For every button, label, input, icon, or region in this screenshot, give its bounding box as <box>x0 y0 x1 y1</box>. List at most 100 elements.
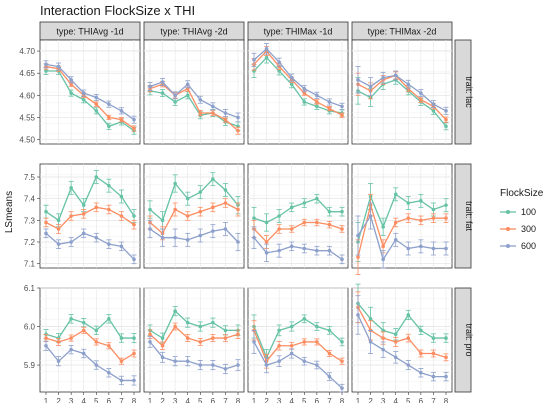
data-point-300 <box>419 351 423 356</box>
data-point-100 <box>431 336 436 340</box>
data-point-600 <box>211 229 215 233</box>
data-point-300 <box>211 111 215 115</box>
legend: FlockSize 100 300 600 <box>500 188 544 251</box>
data-point-600 <box>44 62 48 67</box>
data-point-100 <box>431 109 436 113</box>
data-point-100 <box>277 214 281 218</box>
data-point-300 <box>444 117 448 122</box>
data-point-300 <box>406 86 411 91</box>
data-point-300 <box>132 222 136 227</box>
data-point-600 <box>119 378 124 383</box>
data-point-600 <box>368 340 373 344</box>
facet-panel <box>351 283 453 393</box>
facet-panel <box>39 287 141 393</box>
data-point-100 <box>198 324 203 329</box>
data-point-600 <box>289 351 294 356</box>
data-point-100 <box>302 201 307 205</box>
y-tick-label: 7.1 <box>24 260 36 269</box>
x-tick-label: 7 <box>431 397 436 403</box>
data-point-600 <box>419 244 423 249</box>
data-point-300 <box>107 115 111 120</box>
data-point-600 <box>356 233 360 238</box>
row-strip-label: trait: pro <box>464 323 474 356</box>
data-point-600 <box>107 102 111 106</box>
x-tick-label: 3 <box>381 397 386 403</box>
data-point-600 <box>185 359 190 363</box>
data-point-300 <box>119 214 124 218</box>
data-point-600 <box>381 75 385 80</box>
x-tick-label: 8 <box>340 397 345 403</box>
data-point-600 <box>148 340 152 344</box>
data-point-600 <box>393 73 398 78</box>
data-point-600 <box>44 231 48 236</box>
data-point-100 <box>223 328 228 333</box>
data-point-600 <box>431 246 436 251</box>
data-point-100 <box>419 199 423 203</box>
data-point-600 <box>315 248 319 253</box>
data-point-300 <box>264 240 269 244</box>
data-point-100 <box>406 313 411 317</box>
data-point-300 <box>198 340 203 344</box>
x-tick-label: 5 <box>302 397 307 403</box>
data-point-100 <box>185 93 190 98</box>
data-point-600 <box>264 363 269 367</box>
legend-key-point <box>506 227 510 231</box>
legend-label: 100 <box>521 207 536 217</box>
data-point-300 <box>107 343 111 348</box>
series-line-600 <box>45 63 135 121</box>
data-point-600 <box>148 227 152 231</box>
y-tick-label: 7.4 <box>24 195 36 204</box>
row-strip <box>454 287 472 393</box>
data-point-300 <box>223 201 228 205</box>
data-point-600 <box>173 235 177 240</box>
data-point-600 <box>419 370 423 375</box>
data-point-300 <box>327 222 332 227</box>
data-point-300 <box>198 111 203 115</box>
data-point-600 <box>340 104 344 109</box>
facet-panel <box>143 287 245 393</box>
y-tick-label: 7.2 <box>24 238 36 247</box>
series-line-600 <box>149 81 239 119</box>
column-strip-label: type: THIMax -1d <box>264 27 333 37</box>
data-point-600 <box>81 91 86 95</box>
data-point-100 <box>264 55 269 60</box>
data-point-100 <box>119 194 124 199</box>
x-tick-label: 1 <box>252 397 257 403</box>
x-tick-label: 7 <box>327 397 332 403</box>
data-point-600 <box>315 363 319 367</box>
series-line-300 <box>253 221 343 243</box>
data-point-300 <box>340 113 344 118</box>
facet-panels: type: THIAvg -1d type: THIAvg -2d type: TH… <box>19 21 474 403</box>
data-point-300 <box>173 207 177 212</box>
data-point-300 <box>148 332 152 337</box>
data-point-600 <box>406 246 411 251</box>
chart-title: Interaction FlockSize x THI <box>40 3 195 18</box>
data-point-300 <box>315 340 319 344</box>
series-line-600 <box>357 314 446 378</box>
data-point-600 <box>406 363 411 367</box>
x-tick-label: 2 <box>160 397 165 403</box>
x-tick-label: 8 <box>236 397 241 403</box>
data-point-600 <box>160 235 165 240</box>
data-point-600 <box>302 86 307 91</box>
data-point-600 <box>444 109 448 113</box>
data-point-300 <box>356 255 360 259</box>
data-point-600 <box>236 115 240 120</box>
data-point-300 <box>315 100 319 104</box>
data-point-300 <box>340 359 344 363</box>
data-point-300 <box>277 227 281 231</box>
data-point-100 <box>173 309 177 313</box>
data-point-100 <box>185 320 190 325</box>
data-point-300 <box>406 336 411 340</box>
data-point-300 <box>431 216 436 220</box>
data-point-600 <box>289 75 294 80</box>
x-tick-label: 5 <box>94 397 99 403</box>
x-tick-label: 1 <box>356 397 361 403</box>
data-point-300 <box>302 91 307 95</box>
data-point-100 <box>393 192 398 197</box>
data-point-100 <box>444 124 448 129</box>
facet-panel <box>247 39 349 145</box>
data-point-300 <box>419 97 423 102</box>
column-strip-label: type: THIAvg -1d <box>56 27 123 37</box>
x-tick-label: 7 <box>223 397 228 403</box>
